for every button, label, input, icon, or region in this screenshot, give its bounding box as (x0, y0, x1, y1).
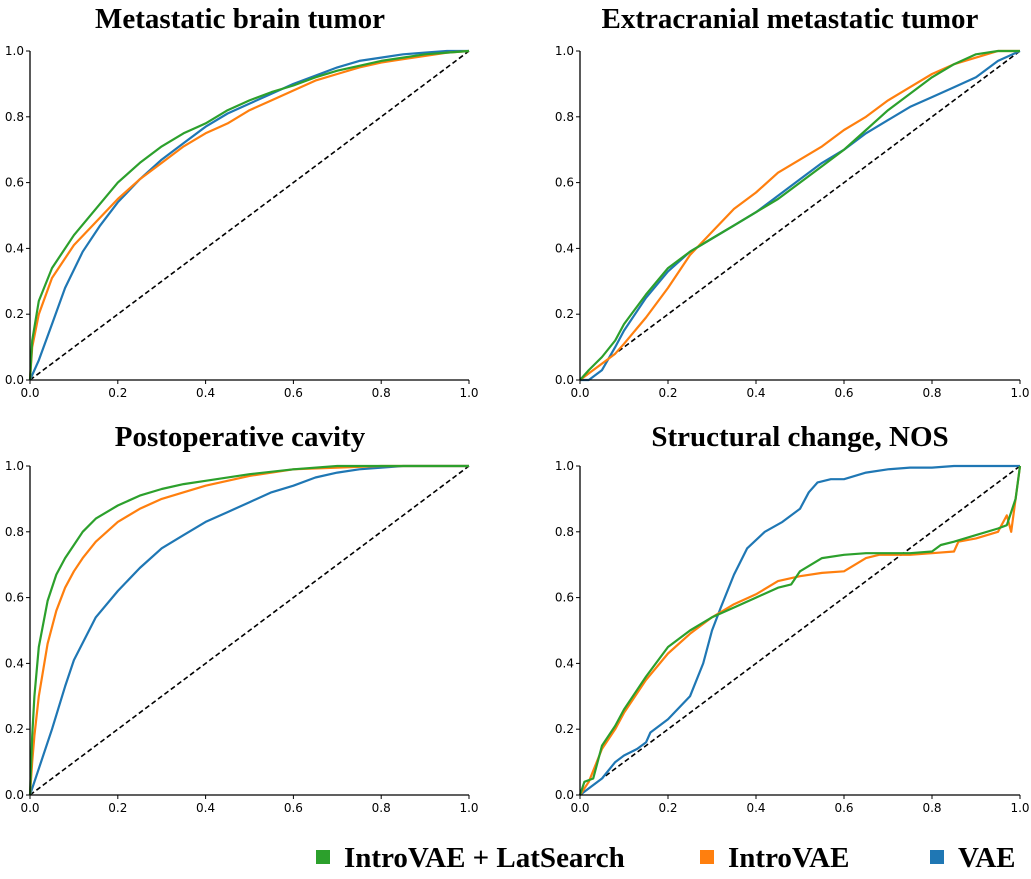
y-tick-label: 0.8 (5, 525, 24, 539)
series-line-vae (28, 49, 469, 381)
x-tick-label: 0.8 (372, 386, 391, 400)
y-tick-label: 1.0 (5, 459, 24, 473)
x-tick-label: 0.8 (922, 801, 941, 815)
y-tick-label: 0.6 (5, 176, 24, 190)
x-tick-label: 1.0 (459, 386, 478, 400)
x-tick-label: 0.4 (746, 801, 765, 815)
series-line-vae (28, 464, 469, 796)
chance-diagonal-line (579, 465, 1021, 796)
legend-label: IntroVAE + LatSearch (344, 842, 625, 874)
chance-diagonal-line (29, 465, 470, 796)
panel-title: Structural change, NOS (651, 421, 948, 453)
x-tick-label: 0.4 (196, 801, 215, 815)
y-tick-label: 0.4 (5, 656, 24, 670)
y-tick-label: 0.0 (555, 373, 574, 387)
legend-item-introvae-latsearch: IntroVAE + LatSearch (316, 842, 625, 874)
y-tick-label: 1.0 (555, 459, 574, 473)
legend-swatch (930, 850, 944, 864)
panel-postoperative-cavity: Postoperative cavity 0.0 0.2 0.4 0.6 0.8 1.0 0.… (5, 421, 479, 815)
x-tick-label: 0.0 (20, 801, 39, 815)
series-line-introvae-latsearch (28, 464, 469, 796)
series-line-introvae (28, 49, 470, 381)
y-tick-label: 0.0 (5, 788, 24, 802)
series-line-vae (579, 464, 1020, 796)
panel-metastatic-brain-tumor: Metastatic brain tumor 0.0 0.2 0.4 0.6 0.8 1.0… (5, 3, 479, 400)
panel-structural-change-nos: Structural change, NOS 0.0 0.2 0.4 0.6 0.8 1.0… (555, 421, 1030, 815)
y-tick-label: 0.6 (5, 591, 24, 605)
x-tick-label: 1.0 (459, 801, 478, 815)
x-tick-label: 0.0 (20, 386, 39, 400)
x-tick-label: 0.2 (108, 386, 127, 400)
x-tick-label: 1.0 (1010, 801, 1029, 815)
x-tick-label: 1.0 (1010, 386, 1029, 400)
y-tick-label: 0.0 (555, 788, 574, 802)
y-tick-label: 0.6 (555, 176, 574, 190)
x-tick-label: 0.6 (834, 801, 853, 815)
x-tick-label: 0.0 (570, 386, 589, 400)
series-line-introvae (579, 465, 1022, 796)
y-tick-label: 0.2 (555, 722, 574, 736)
y-tick-label: 0.2 (5, 307, 24, 321)
x-tick-label: 0.2 (658, 801, 677, 815)
y-tick-label: 1.0 (555, 44, 574, 58)
panel-extracranial-metastatic-tumor: Extracranial metastatic tumor 0.0 0.2 0.4 0.… (555, 3, 1030, 400)
x-tick-label: 0.2 (108, 801, 127, 815)
series-line-vae (580, 49, 1021, 382)
chance-diagonal-line (29, 50, 470, 381)
y-tick-label: 0.8 (5, 110, 24, 124)
legend-label: VAE (958, 842, 1016, 874)
y-tick-label: 0.8 (555, 110, 574, 124)
y-tick-label: 0.0 (5, 373, 24, 387)
x-tick-label: 0.8 (922, 386, 941, 400)
series-line-introvae-latsearch (28, 49, 470, 381)
y-tick-label: 0.4 (555, 656, 574, 670)
y-tick-label: 1.0 (5, 44, 24, 58)
x-tick-label: 0.6 (284, 386, 303, 400)
y-tick-label: 0.2 (555, 307, 574, 321)
series-line-introvae-latsearch (578, 465, 1022, 796)
legend-swatch (316, 850, 330, 864)
legend-label: IntroVAE (728, 842, 849, 874)
legend: IntroVAE + LatSearch IntroVAE VAE (316, 842, 1016, 874)
series-line-introvae (579, 49, 1020, 381)
panel-title: Extracranial metastatic tumor (602, 3, 979, 35)
x-tick-label: 0.6 (834, 386, 853, 400)
legend-item-vae: VAE (930, 842, 1016, 874)
x-tick-label: 0.4 (196, 386, 215, 400)
x-tick-label: 0.6 (284, 801, 303, 815)
y-tick-label: 0.4 (5, 241, 24, 255)
x-tick-label: 0.4 (746, 386, 765, 400)
y-tick-label: 0.4 (555, 241, 574, 255)
x-tick-label: 0.8 (372, 801, 391, 815)
legend-item-introvae: IntroVAE (700, 842, 849, 874)
series-line-introvae-latsearch (579, 49, 1020, 381)
y-tick-label: 0.6 (555, 591, 574, 605)
y-tick-label: 0.2 (5, 722, 24, 736)
x-tick-label: 0.2 (658, 386, 677, 400)
chance-diagonal-line (579, 50, 1021, 381)
y-tick-label: 0.8 (555, 525, 574, 539)
panel-title: Metastatic brain tumor (95, 3, 385, 35)
x-tick-label: 0.0 (570, 801, 589, 815)
panel-title: Postoperative cavity (115, 421, 366, 453)
legend-swatch (700, 850, 714, 864)
